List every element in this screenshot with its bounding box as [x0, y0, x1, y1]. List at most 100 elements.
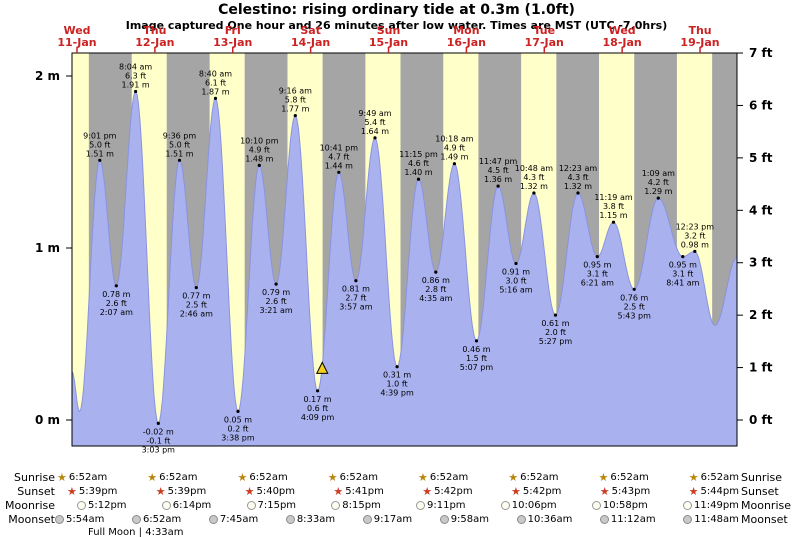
tide-extreme-label: 4.7 ft	[328, 152, 349, 161]
sunset-time: 5:39pm	[78, 485, 118, 497]
tide-extreme-label: 5.0 ft	[169, 140, 190, 149]
day-name-label: Sun	[377, 24, 401, 37]
sunset-time: 5:43pm	[611, 485, 651, 497]
tide-extreme-dot	[496, 184, 500, 188]
sunset-star-icon: ★	[67, 484, 77, 498]
tide-extreme-label: 4.9 ft	[249, 145, 270, 154]
page-subtitle: Image captured One hour and 26 minutes a…	[125, 19, 668, 32]
day-name-label: Mon	[453, 24, 479, 37]
tide-extreme-label: 1.51 m	[86, 149, 114, 158]
tide-extreme-dot	[337, 170, 341, 174]
sunrise-entry: ★ 6:52am	[147, 472, 197, 483]
tide-extreme-dot	[316, 389, 320, 393]
tide-extreme-dot	[134, 89, 138, 94]
sunset-entry: ★ 5:39pm	[156, 486, 206, 497]
tide-extreme-label: 2.5 ft	[186, 301, 207, 310]
tide-extreme-label: 2.8 ft	[425, 285, 446, 294]
tide-extreme-label: 11:19 am	[594, 193, 633, 202]
tide-extreme-dot	[632, 287, 636, 291]
moonrise-circle-icon	[591, 500, 601, 510]
tide-extreme-label: 0.86 m	[422, 276, 450, 285]
moonset-entry: 5:54am	[55, 514, 104, 525]
tide-extreme-label: 0.46 m	[462, 345, 490, 354]
tide-extreme-dot	[693, 249, 697, 253]
moonset-entry: 11:12am	[599, 514, 656, 525]
sunrise-entries: ★ 6:52am ★ 6:52am ★ 6:52am ★ 6:52am ★ 6:52am ★ 6:52…	[57, 472, 739, 483]
tide-extreme-label: 1.5 ft	[466, 354, 487, 363]
tide-extreme-label: 4.3 ft	[523, 173, 544, 182]
moonrise-entry: 10:06pm	[500, 499, 557, 511]
feet-axis-label: 6 ft	[749, 98, 773, 112]
moon-phase-note: Full Moon | 4:33am	[88, 527, 184, 537]
tide-extreme-label: 5.4 ft	[364, 118, 385, 127]
tide-extreme-label: 5.8 ft	[285, 96, 306, 105]
moonrise-label-left: Moonrise	[5, 498, 55, 512]
sunset-entry: ★ 5:42pm	[511, 486, 561, 497]
tide-extreme-label: -0.1 ft	[146, 436, 170, 445]
moonset-circle-icon	[683, 514, 693, 524]
tide-extreme-label: 0.95 m	[583, 261, 611, 270]
moonrise-time: 6:14pm	[172, 499, 212, 511]
tide-extreme-label: 10:48 am	[515, 164, 554, 173]
tide-extreme-label: 0.6 ft	[307, 404, 328, 413]
tide-extreme-label: 9:01 pm	[83, 131, 117, 140]
daylight-band	[72, 53, 89, 446]
tide-extreme-label: 3:21 am	[259, 306, 292, 315]
sunset-star-icon: ★	[333, 484, 344, 498]
day-date-label: 12-Jan	[135, 36, 174, 49]
tide-extreme-label: 1.77 m	[281, 105, 309, 114]
moonset-time: 11:48am	[694, 513, 739, 525]
sunset-star-icon: ★	[599, 484, 610, 498]
metre-axis-label: 2 m	[35, 69, 60, 83]
tide-extreme-label: 10:41 pm	[320, 143, 359, 152]
astro-row-moonset: Moonset 5:54am 6:52am 7:45am 8:33am 9:17am 9:5…	[0, 512, 793, 526]
moonrise-circle-icon	[77, 500, 86, 510]
tide-extreme-label: 4.5 ft	[488, 166, 509, 175]
moonrise-entry: 8:15pm	[331, 500, 381, 511]
page-title: Celestino: rising ordinary tide at 0.3m …	[218, 2, 575, 18]
tide-extreme-dot	[156, 421, 160, 425]
moonrise-time: 10:06pm	[511, 499, 557, 511]
tide-extreme-dot	[395, 365, 399, 369]
tide-extreme-label: 9:49 am	[358, 109, 391, 118]
tide-extreme-label: 0.78 m	[102, 290, 130, 299]
tide-extreme-dot	[553, 313, 558, 317]
moonrise-entry: 10:58pm	[591, 500, 648, 511]
moonset-circle-icon	[55, 514, 64, 524]
tide-extreme-label: 1:09 am	[642, 169, 675, 178]
sunrise-star-icon: ★	[688, 470, 699, 484]
tide-extreme-label: 0.98 m	[681, 240, 709, 249]
tide-extreme-label: 3:38 pm	[221, 433, 255, 442]
moonrise-circle-icon	[161, 500, 171, 510]
sunrise-time: 6:52am	[249, 471, 288, 483]
tide-extreme-label: 0.76 m	[620, 293, 648, 302]
tide-extreme-dot	[416, 177, 421, 181]
tide-extreme-label: 9:16 am	[279, 87, 312, 96]
moonset-time: 8:33am	[296, 513, 336, 525]
tide-extreme-label: 5:43 pm	[618, 311, 652, 320]
moonset-time: 6:52am	[142, 513, 182, 525]
tide-extreme-dot	[274, 282, 278, 286]
tide-extreme-label: 4.6 ft	[408, 159, 429, 168]
sunset-entry: ★ 5:42pm	[422, 486, 472, 497]
moonrise-time: 11:49pm	[694, 499, 739, 511]
day-name-label: Tue	[533, 24, 555, 37]
tide-extreme-label: 8:04 am	[119, 63, 152, 72]
sunrise-star-icon: ★	[508, 470, 519, 484]
tide-extreme-label: 0.61 m	[541, 319, 569, 328]
tide-extreme-label: 4:35 am	[419, 294, 452, 303]
tide-extreme-label: 2.6 ft	[106, 299, 127, 308]
feet-axis-label: 1 ft	[749, 361, 773, 375]
tide-extreme-label: 2.6 ft	[266, 297, 287, 306]
day-date-label: 16-Jan	[447, 36, 486, 49]
moonset-circle-icon	[131, 514, 141, 524]
sunrise-entry: ★ 6:52am	[57, 472, 107, 483]
moonrise-label-right: Moonrise	[741, 498, 791, 512]
sunrise-star-icon: ★	[147, 470, 158, 484]
day-date-label: 15-Jan	[369, 36, 408, 49]
astro-row-sunset: Sunset ★ 5:39pm ★ 5:39pm ★ 5:40pm ★ 5:41pm ★ 5:42p…	[0, 484, 793, 498]
tide-extreme-dot	[532, 191, 536, 195]
tide-extreme-label: 10:10 pm	[240, 136, 279, 145]
sunset-entry: ★ 5:43pm	[600, 486, 650, 497]
